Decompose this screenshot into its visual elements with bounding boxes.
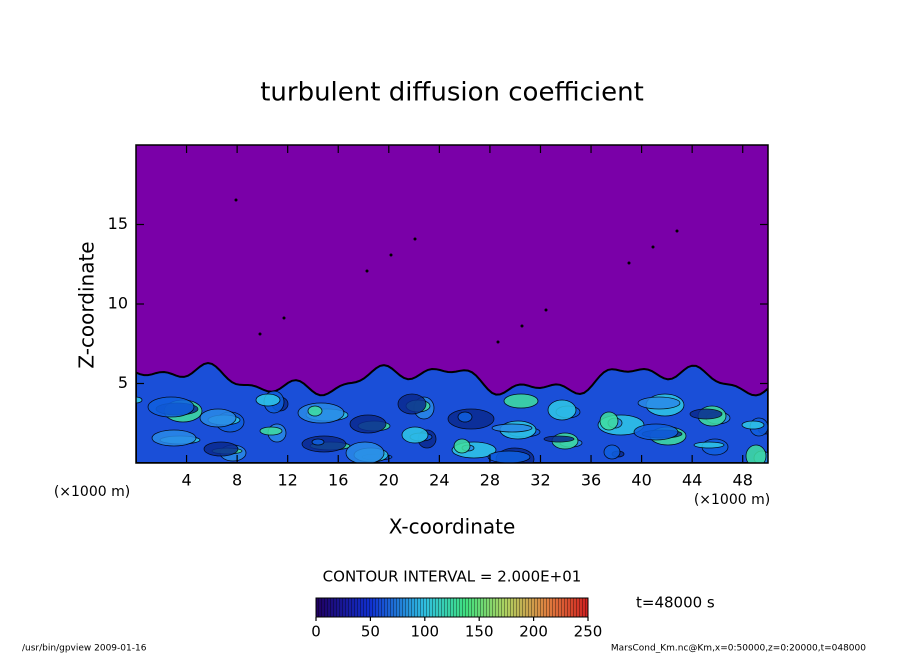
field-speck [234, 198, 238, 202]
footer-left: /usr/bin/gpview 2009-01-16 [22, 644, 147, 654]
field-speck [675, 229, 679, 233]
x-tick-label: 32 [530, 471, 550, 490]
x-tick-label: 20 [379, 471, 399, 490]
field [136, 145, 768, 463]
field-blob [693, 441, 725, 449]
field-blob [255, 393, 281, 407]
field-blob [603, 444, 621, 460]
x-tick-label: 4 [181, 471, 191, 490]
colorbar-tick-label: 200 [519, 623, 548, 641]
x-tick-label: 36 [581, 471, 601, 490]
colorbar-tick-label: 150 [465, 623, 494, 641]
contour-interval: CONTOUR INTERVAL = 2.000E+01 [323, 568, 582, 586]
chart-title: turbulent diffusion coefficient [260, 78, 644, 108]
field-blob [599, 411, 619, 431]
x-tick-label: 48 [733, 471, 753, 490]
field-blob [401, 426, 429, 444]
field-blob [453, 438, 471, 454]
field-blob [741, 420, 765, 430]
field-blob [349, 414, 387, 434]
y-tick-label: 10 [108, 294, 128, 313]
field-blob [307, 405, 323, 417]
field-blob [503, 393, 539, 409]
field-blob [633, 423, 679, 441]
field-speck [496, 340, 500, 344]
field-blob [136, 396, 143, 404]
y-unit-label: (×1000 m) [54, 484, 130, 500]
field-blob [637, 396, 681, 410]
field-blob [457, 411, 473, 423]
field-speck [365, 269, 369, 273]
x-unit-label: (×1000 m) [694, 492, 770, 508]
field-blob [199, 408, 237, 428]
field-speck [651, 245, 655, 249]
field-blob [259, 426, 283, 436]
field-blob [491, 423, 533, 433]
colorbar-tick-label: 250 [574, 623, 603, 641]
field-blob [301, 435, 347, 453]
x-tick-label: 12 [278, 471, 298, 490]
colorbar-tick-label: 50 [361, 623, 380, 641]
field-blob [203, 441, 239, 457]
colorbar-tick-label: 0 [311, 623, 321, 641]
field-speck [413, 237, 417, 241]
field-blob [547, 399, 577, 421]
field-speck [282, 316, 286, 320]
field-blob [397, 393, 427, 415]
field-blob [151, 429, 197, 447]
x-tick-label: 40 [631, 471, 651, 490]
field-speck [544, 308, 548, 312]
field-blob [543, 435, 575, 443]
x-tick-label: 8 [232, 471, 242, 490]
y-axis-label: Z-coordinate [75, 241, 99, 368]
x-axis-label: X-coordinate [389, 515, 516, 539]
y-tick-label: 15 [108, 214, 128, 233]
field-speck [520, 324, 524, 328]
field-blob [487, 450, 531, 463]
field-blob [311, 438, 325, 446]
time-label: t=48000 s [636, 594, 715, 612]
x-tick-label: 24 [429, 471, 449, 490]
x-tick-label: 44 [682, 471, 702, 490]
x-tick-label: 28 [480, 471, 500, 490]
field-blob [147, 396, 195, 418]
colorbar-frame [315, 597, 589, 618]
colorbar-tick-label: 100 [410, 623, 439, 641]
field-speck [258, 332, 262, 336]
footer-right: MarsCond_Km.nc@Km,x=0:50000,z=0:20000,t=… [611, 644, 866, 654]
x-tick-label: 16 [328, 471, 348, 490]
y-tick-label: 5 [118, 373, 128, 392]
field-blob [745, 444, 767, 463]
field-blob [689, 408, 723, 420]
field-blob [345, 441, 385, 463]
field-speck [627, 261, 631, 265]
field-speck [389, 253, 393, 257]
